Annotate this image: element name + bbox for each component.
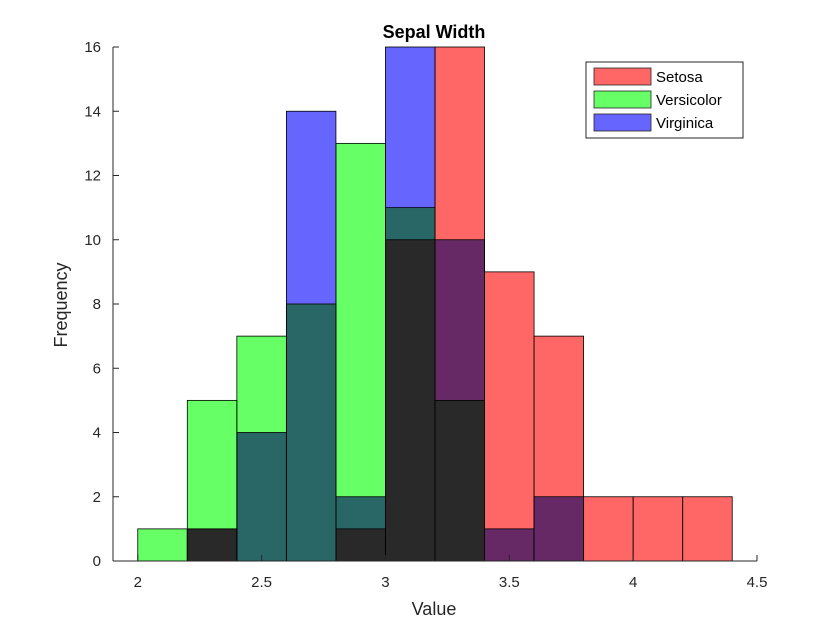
bar-virginica-6 [434,239,485,562]
y-tick-label: 16 [84,39,101,56]
bar-virginica-8 [533,496,585,562]
bar-setosa-10 [632,496,684,562]
y-tick-label: 6 [93,360,101,377]
axes-group: 2 2.5 3 3.5 4 4.5 0 2 4 6 8 10 12 14 16 [84,39,767,591]
legend-swatch-setosa [593,67,652,86]
legend: Setosa Versicolor Virginica [585,61,744,139]
legend-label-virginica: Virginica [656,115,714,132]
bar-virginica-1 [186,528,238,562]
bar-virginica-5 [385,46,436,562]
y-tick-label: 8 [93,296,101,313]
y-tick-label: 12 [84,168,101,185]
y-tick-label: 4 [93,425,101,442]
y-tick-label: 2 [93,489,101,506]
x-tick-label: 4 [629,574,637,591]
y-tick-label: 14 [84,103,101,120]
y-tick-label: 10 [84,232,101,249]
x-tick-label: 3 [381,574,389,591]
y-axis-title: Frequency [51,262,71,347]
legend-swatch-virginica [593,113,652,132]
x-tick-label: 2 [134,574,142,591]
x-axis-title: Value [412,599,457,619]
bar-virginica-4 [335,496,386,562]
x-tick-label: 2.5 [251,574,272,591]
bar-setosa-9 [583,496,634,562]
bar-versicolor-4 [335,142,386,562]
x-tick-label: 4.5 [747,574,768,591]
bars-group [137,46,733,562]
y-tick-label: 0 [93,553,101,570]
bar-versicolor-0 [137,528,188,562]
legend-label-setosa: Setosa [656,69,703,86]
x-tick-label: 3.5 [499,574,520,591]
bar-virginica-3 [285,110,337,562]
bar-virginica-2 [236,432,287,562]
bar-setosa-11 [682,496,733,562]
legend-label-versicolor: Versicolor [656,92,722,109]
legend-swatch-versicolor [593,90,652,109]
chart-title: Sepal Width [383,22,486,42]
bar-setosa-7 [484,271,535,562]
